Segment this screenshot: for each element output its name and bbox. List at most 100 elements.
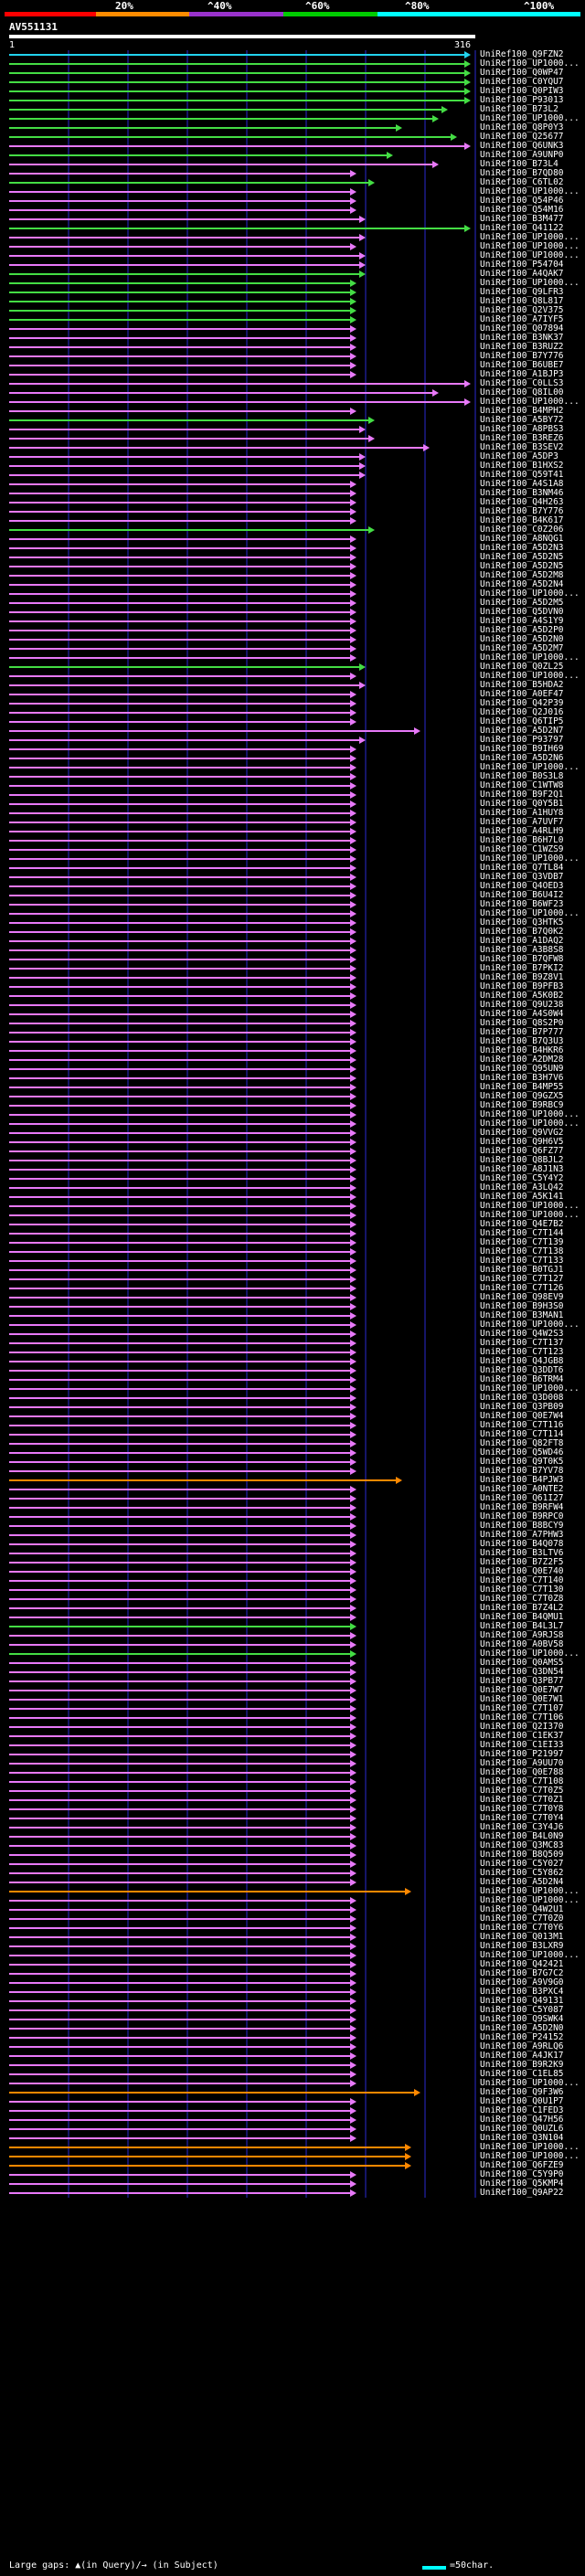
hit-label[interactable]: UniRef100_A9UNP0 [480, 150, 564, 160]
hit-label[interactable]: UniRef100_A7IYF5 [480, 314, 564, 324]
hit-label[interactable]: UniRef100_Q6FZE9 [480, 2160, 564, 2170]
hit-label[interactable]: UniRef100_Q3PB09 [480, 1402, 564, 1412]
hit-label[interactable]: UniRef100_B7Z4L2 [480, 1603, 564, 1613]
hit-label[interactable]: UniRef100_A0NTE2 [480, 1484, 564, 1494]
hit-label[interactable]: UniRef100_Q4OED3 [480, 881, 564, 891]
hit-label[interactable]: UniRef100_Q0E788 [480, 1767, 564, 1777]
hit-label[interactable]: UniRef100_B4QMU1 [480, 1612, 564, 1622]
hit-label[interactable]: UniRef100_C7T114 [480, 1429, 564, 1439]
hit-label[interactable]: UniRef100_P93797 [480, 735, 564, 745]
hit-label[interactable]: UniRef100_Q8IL00 [480, 387, 564, 398]
hit-label[interactable]: UniRef100_UP1000... [480, 1109, 580, 1119]
hit-label[interactable]: UniRef100_Q4H263 [480, 497, 564, 507]
hit-label[interactable]: UniRef100_C7T144 [480, 1228, 564, 1238]
hit-label[interactable]: UniRef100_B3LTV6 [480, 1548, 564, 1558]
hit-label[interactable]: UniRef100_UP1000... [480, 1648, 580, 1659]
hit-label[interactable]: UniRef100_Q0E740 [480, 1566, 564, 1576]
hit-label[interactable]: UniRef100_A0BV58 [480, 1639, 564, 1649]
hit-label[interactable]: UniRef100_UP1000... [480, 2151, 580, 2161]
hit-label[interactable]: UniRef100_UP1000... [480, 1320, 580, 1330]
hit-label[interactable]: UniRef100_B7Z2F5 [480, 1557, 564, 1567]
hit-label[interactable]: UniRef100_Q8L817 [480, 296, 564, 306]
hit-label[interactable]: UniRef100_A5D2N5 [480, 552, 564, 562]
hit-label[interactable]: UniRef100_Q8BJL2 [480, 1155, 564, 1165]
hit-label[interactable]: UniRef100_Q9F3W6 [480, 2087, 564, 2097]
hit-label[interactable]: UniRef100_C7T140 [480, 1575, 564, 1585]
hit-label[interactable]: UniRef100_UP1000... [480, 250, 580, 260]
hit-label[interactable]: UniRef100_A9RLQ6 [480, 2041, 564, 2051]
hit-label[interactable]: UniRef100_A5D2N3 [480, 543, 564, 553]
hit-label[interactable]: UniRef100_B6U4I2 [480, 890, 564, 900]
hit-label[interactable]: UniRef100_A4S0W4 [480, 1009, 564, 1019]
hit-label[interactable]: UniRef100_B9R2K9 [480, 2060, 564, 2070]
hit-label[interactable]: UniRef100_A5D2N4 [480, 1877, 564, 1887]
hit-label[interactable]: UniRef100_Q3DDT6 [480, 1365, 564, 1375]
hit-label[interactable]: UniRef100_UP1000... [480, 1895, 580, 1905]
hit-label[interactable]: UniRef100_A5D2M7 [480, 643, 564, 653]
hit-label[interactable]: UniRef100_B7Q3U3 [480, 1036, 564, 1046]
hit-label[interactable]: UniRef100_A4QAK7 [480, 269, 564, 279]
hit-label[interactable]: UniRef100_UP1000... [480, 278, 580, 288]
hit-label[interactable]: UniRef100_A5D2N4 [480, 579, 564, 589]
hit-label[interactable]: UniRef100_A8NQG1 [480, 534, 564, 544]
hit-label[interactable]: UniRef100_Q9U238 [480, 1000, 564, 1010]
hit-label[interactable]: UniRef100_B5HDA2 [480, 680, 564, 690]
hit-label[interactable]: UniRef100_Q3HTK5 [480, 917, 564, 928]
hit-label[interactable]: UniRef100_B0S3L8 [480, 771, 564, 781]
hit-label[interactable]: UniRef100_A1DAQ2 [480, 936, 564, 946]
hit-label[interactable]: UniRef100_UP1000... [480, 1201, 580, 1211]
hit-label[interactable]: UniRef100_A5D2N5 [480, 561, 564, 571]
hit-label[interactable]: UniRef100_B7G7C2 [480, 1968, 564, 1978]
hit-label[interactable]: UniRef100_B4PJW3 [480, 1475, 564, 1485]
hit-label[interactable]: UniRef100_A5D2N0 [480, 634, 564, 644]
hit-label[interactable]: UniRef100_A5D2M8 [480, 570, 564, 580]
hit-label[interactable]: UniRef100_Q7TL84 [480, 863, 564, 873]
hit-label[interactable]: UniRef100_A5D2P0 [480, 625, 564, 635]
hit-label[interactable]: UniRef100_C5Y862 [480, 1868, 564, 1878]
hit-label[interactable]: UniRef100_Q95UN9 [480, 1064, 564, 1074]
hit-label[interactable]: UniRef100_C7T133 [480, 1256, 564, 1266]
hit-label[interactable]: UniRef100_A9V9G0 [480, 1977, 564, 1988]
hit-label[interactable]: UniRef100_Q9H6V5 [480, 1137, 564, 1147]
hit-label[interactable]: UniRef100_Q4E7B2 [480, 1219, 564, 1229]
hit-label[interactable]: UniRef100_B9Z8V1 [480, 972, 564, 982]
hit-label[interactable]: UniRef100_Q9T0K5 [480, 1457, 564, 1467]
hit-label[interactable]: UniRef100_UP1000... [480, 232, 580, 242]
hit-label[interactable]: UniRef100_Q8S2P0 [480, 1018, 564, 1028]
hit-label[interactable]: UniRef100_UP1000... [480, 762, 580, 772]
hit-label[interactable]: UniRef100_Q6UNK3 [480, 141, 564, 151]
hit-label[interactable]: UniRef100_Q98EV9 [480, 1292, 564, 1302]
hit-label[interactable]: UniRef100_C6TL02 [480, 177, 564, 187]
hit-label[interactable]: UniRef100_Q41122 [480, 223, 564, 233]
hit-label[interactable]: UniRef100_Q42421 [480, 1959, 564, 1969]
hit-label[interactable]: UniRef100_UP1000... [480, 671, 580, 681]
hit-label[interactable]: UniRef100_C7T116 [480, 1420, 564, 1430]
hit-label[interactable]: UniRef100_UP1000... [480, 397, 580, 407]
hit-label[interactable]: UniRef100_C7T127 [480, 1274, 564, 1284]
hit-label[interactable]: UniRef100_C0LLS3 [480, 378, 564, 388]
hit-label[interactable]: UniRef100_Q9AP22 [480, 2188, 564, 2198]
hit-label[interactable]: UniRef100_B9H3S0 [480, 1301, 564, 1311]
hit-label[interactable]: UniRef100_C7T0Z1 [480, 1795, 564, 1805]
hit-label[interactable]: UniRef100_UP1000... [480, 1118, 580, 1129]
hit-label[interactable]: UniRef100_Q0E7W7 [480, 1685, 564, 1695]
hit-label[interactable]: UniRef100_Q0AMS5 [480, 1658, 564, 1668]
hit-label[interactable]: UniRef100_Q5DVN0 [480, 607, 564, 617]
hit-label[interactable]: UniRef100_B4HKR6 [480, 1045, 564, 1055]
hit-label[interactable]: UniRef100_A1BJP3 [480, 369, 564, 379]
hit-label[interactable]: UniRef100_Q59T41 [480, 470, 564, 480]
hit-label[interactable]: UniRef100_Q3D008 [480, 1393, 564, 1403]
hit-label[interactable]: UniRef100_B8Q509 [480, 1850, 564, 1860]
hit-label[interactable]: UniRef100_UP1000... [480, 853, 580, 864]
hit-label[interactable]: UniRef100_Q54M16 [480, 205, 564, 215]
hit-label[interactable]: UniRef100_B3REZ6 [480, 433, 564, 443]
hit-label[interactable]: UniRef100_UP1000... [480, 1383, 580, 1394]
hit-label[interactable]: UniRef100_C7T0Y8 [480, 1804, 564, 1814]
hit-label[interactable]: UniRef100_Q0WP47 [480, 68, 564, 78]
hit-label[interactable]: UniRef100_Q61I27 [480, 1493, 564, 1503]
hit-label[interactable]: UniRef100_C7T0Z5 [480, 1786, 564, 1796]
hit-label[interactable]: UniRef100_B4L3L7 [480, 1621, 564, 1631]
hit-label[interactable]: UniRef100_B7Q0K2 [480, 927, 564, 937]
hit-label[interactable]: UniRef100_A7UVF7 [480, 817, 564, 827]
hit-label[interactable]: UniRef100_B73L4 [480, 159, 558, 169]
